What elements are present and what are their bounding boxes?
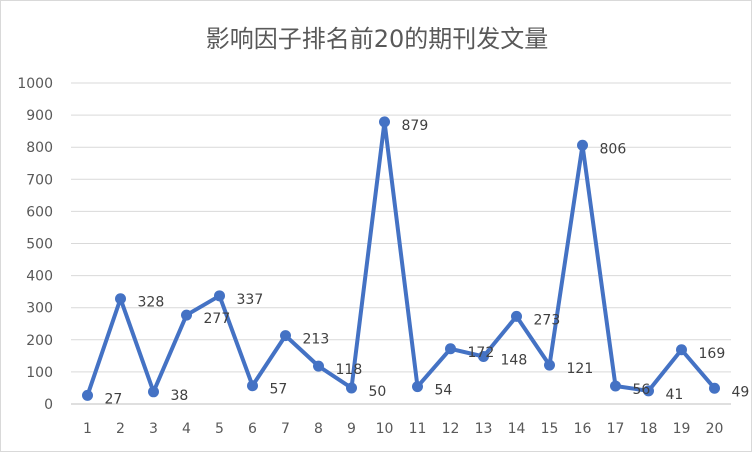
- y-axis-ticks: 0 100 200 300 400 500 600 700 800 900 1000: [17, 76, 53, 413]
- data-point: [280, 330, 291, 342]
- data-point: [181, 309, 192, 321]
- data-point: [643, 385, 654, 397]
- y-tick-label: 200: [26, 333, 53, 349]
- chart-title: 影响因子排名前20的期刊发文量: [206, 25, 549, 53]
- x-tick-label: 20: [706, 421, 724, 437]
- data-point: [577, 139, 588, 151]
- x-axis-ticks: 1 2 3 4 5 6 7 8 9 10 11 12 13 14 15 16 17 18 19 20: [83, 421, 723, 437]
- x-tick-label: 10: [376, 421, 394, 437]
- x-tick-label: 15: [541, 421, 559, 437]
- data-label: 879: [402, 118, 429, 134]
- data-labels: 27 328 38 277 337 57 213 118 50 879 54 172 148 273 121…: [105, 118, 750, 407]
- data-point: [115, 293, 126, 305]
- data-label: 273: [534, 312, 561, 328]
- y-tick-label: 400: [26, 269, 53, 285]
- series-line: [85, 119, 717, 398]
- data-label: 50: [369, 384, 387, 400]
- data-point: [313, 360, 324, 372]
- data-point: [412, 381, 423, 393]
- x-tick-label: 2: [116, 421, 125, 437]
- data-label: 56: [633, 382, 651, 398]
- data-point: [676, 344, 687, 356]
- x-tick-label: 4: [182, 421, 191, 437]
- x-tick-label: 11: [409, 421, 427, 437]
- y-tick-label: 1000: [17, 76, 53, 92]
- data-label: 337: [237, 292, 264, 308]
- series: [82, 116, 720, 401]
- data-point: [709, 382, 720, 394]
- data-point: [511, 310, 522, 322]
- x-tick-label: 19: [673, 421, 691, 437]
- y-tick-label: 0: [44, 397, 53, 413]
- y-tick-label: 800: [26, 140, 53, 156]
- data-label: 54: [435, 383, 453, 399]
- x-tick-label: 9: [347, 421, 356, 437]
- data-point: [346, 382, 357, 394]
- data-point: [247, 380, 258, 392]
- x-tick-label: 6: [248, 421, 257, 437]
- data-point: [148, 386, 159, 398]
- y-tick-label: 500: [26, 237, 53, 253]
- data-label: 148: [501, 352, 528, 368]
- data-point: [610, 380, 621, 392]
- data-label: 49: [732, 384, 750, 400]
- y-tick-label: 700: [26, 172, 53, 188]
- data-label: 118: [336, 362, 363, 378]
- y-tick-label: 300: [26, 301, 53, 317]
- data-point: [379, 116, 390, 128]
- y-tick-label: 600: [26, 204, 53, 220]
- x-tick-label: 3: [149, 421, 158, 437]
- data-label: 121: [567, 361, 594, 377]
- data-point: [544, 359, 555, 371]
- data-label: 57: [270, 382, 288, 398]
- data-label: 38: [171, 388, 189, 404]
- data-label: 27: [105, 391, 123, 407]
- y-tick-label: 100: [26, 365, 53, 381]
- data-label: 328: [138, 295, 165, 311]
- x-tick-label: 14: [508, 421, 526, 437]
- data-label: 169: [699, 346, 726, 362]
- data-point: [445, 343, 456, 355]
- data-label: 277: [204, 311, 231, 327]
- y-tick-label: 900: [26, 108, 53, 124]
- x-tick-label: 1: [83, 421, 92, 437]
- x-tick-label: 12: [442, 421, 460, 437]
- data-point: [82, 389, 93, 401]
- x-tick-label: 18: [640, 421, 658, 437]
- data-label: 806: [600, 141, 627, 157]
- data-label: 172: [468, 345, 495, 361]
- data-label: 41: [666, 387, 684, 403]
- x-tick-label: 13: [475, 421, 493, 437]
- data-point: [214, 290, 225, 302]
- x-tick-label: 5: [215, 421, 224, 437]
- x-tick-label: 17: [607, 421, 625, 437]
- x-tick-label: 16: [574, 421, 592, 437]
- data-label: 213: [303, 332, 330, 348]
- data-point: [478, 350, 489, 362]
- x-tick-label: 8: [314, 421, 323, 437]
- x-tick-label: 7: [281, 421, 290, 437]
